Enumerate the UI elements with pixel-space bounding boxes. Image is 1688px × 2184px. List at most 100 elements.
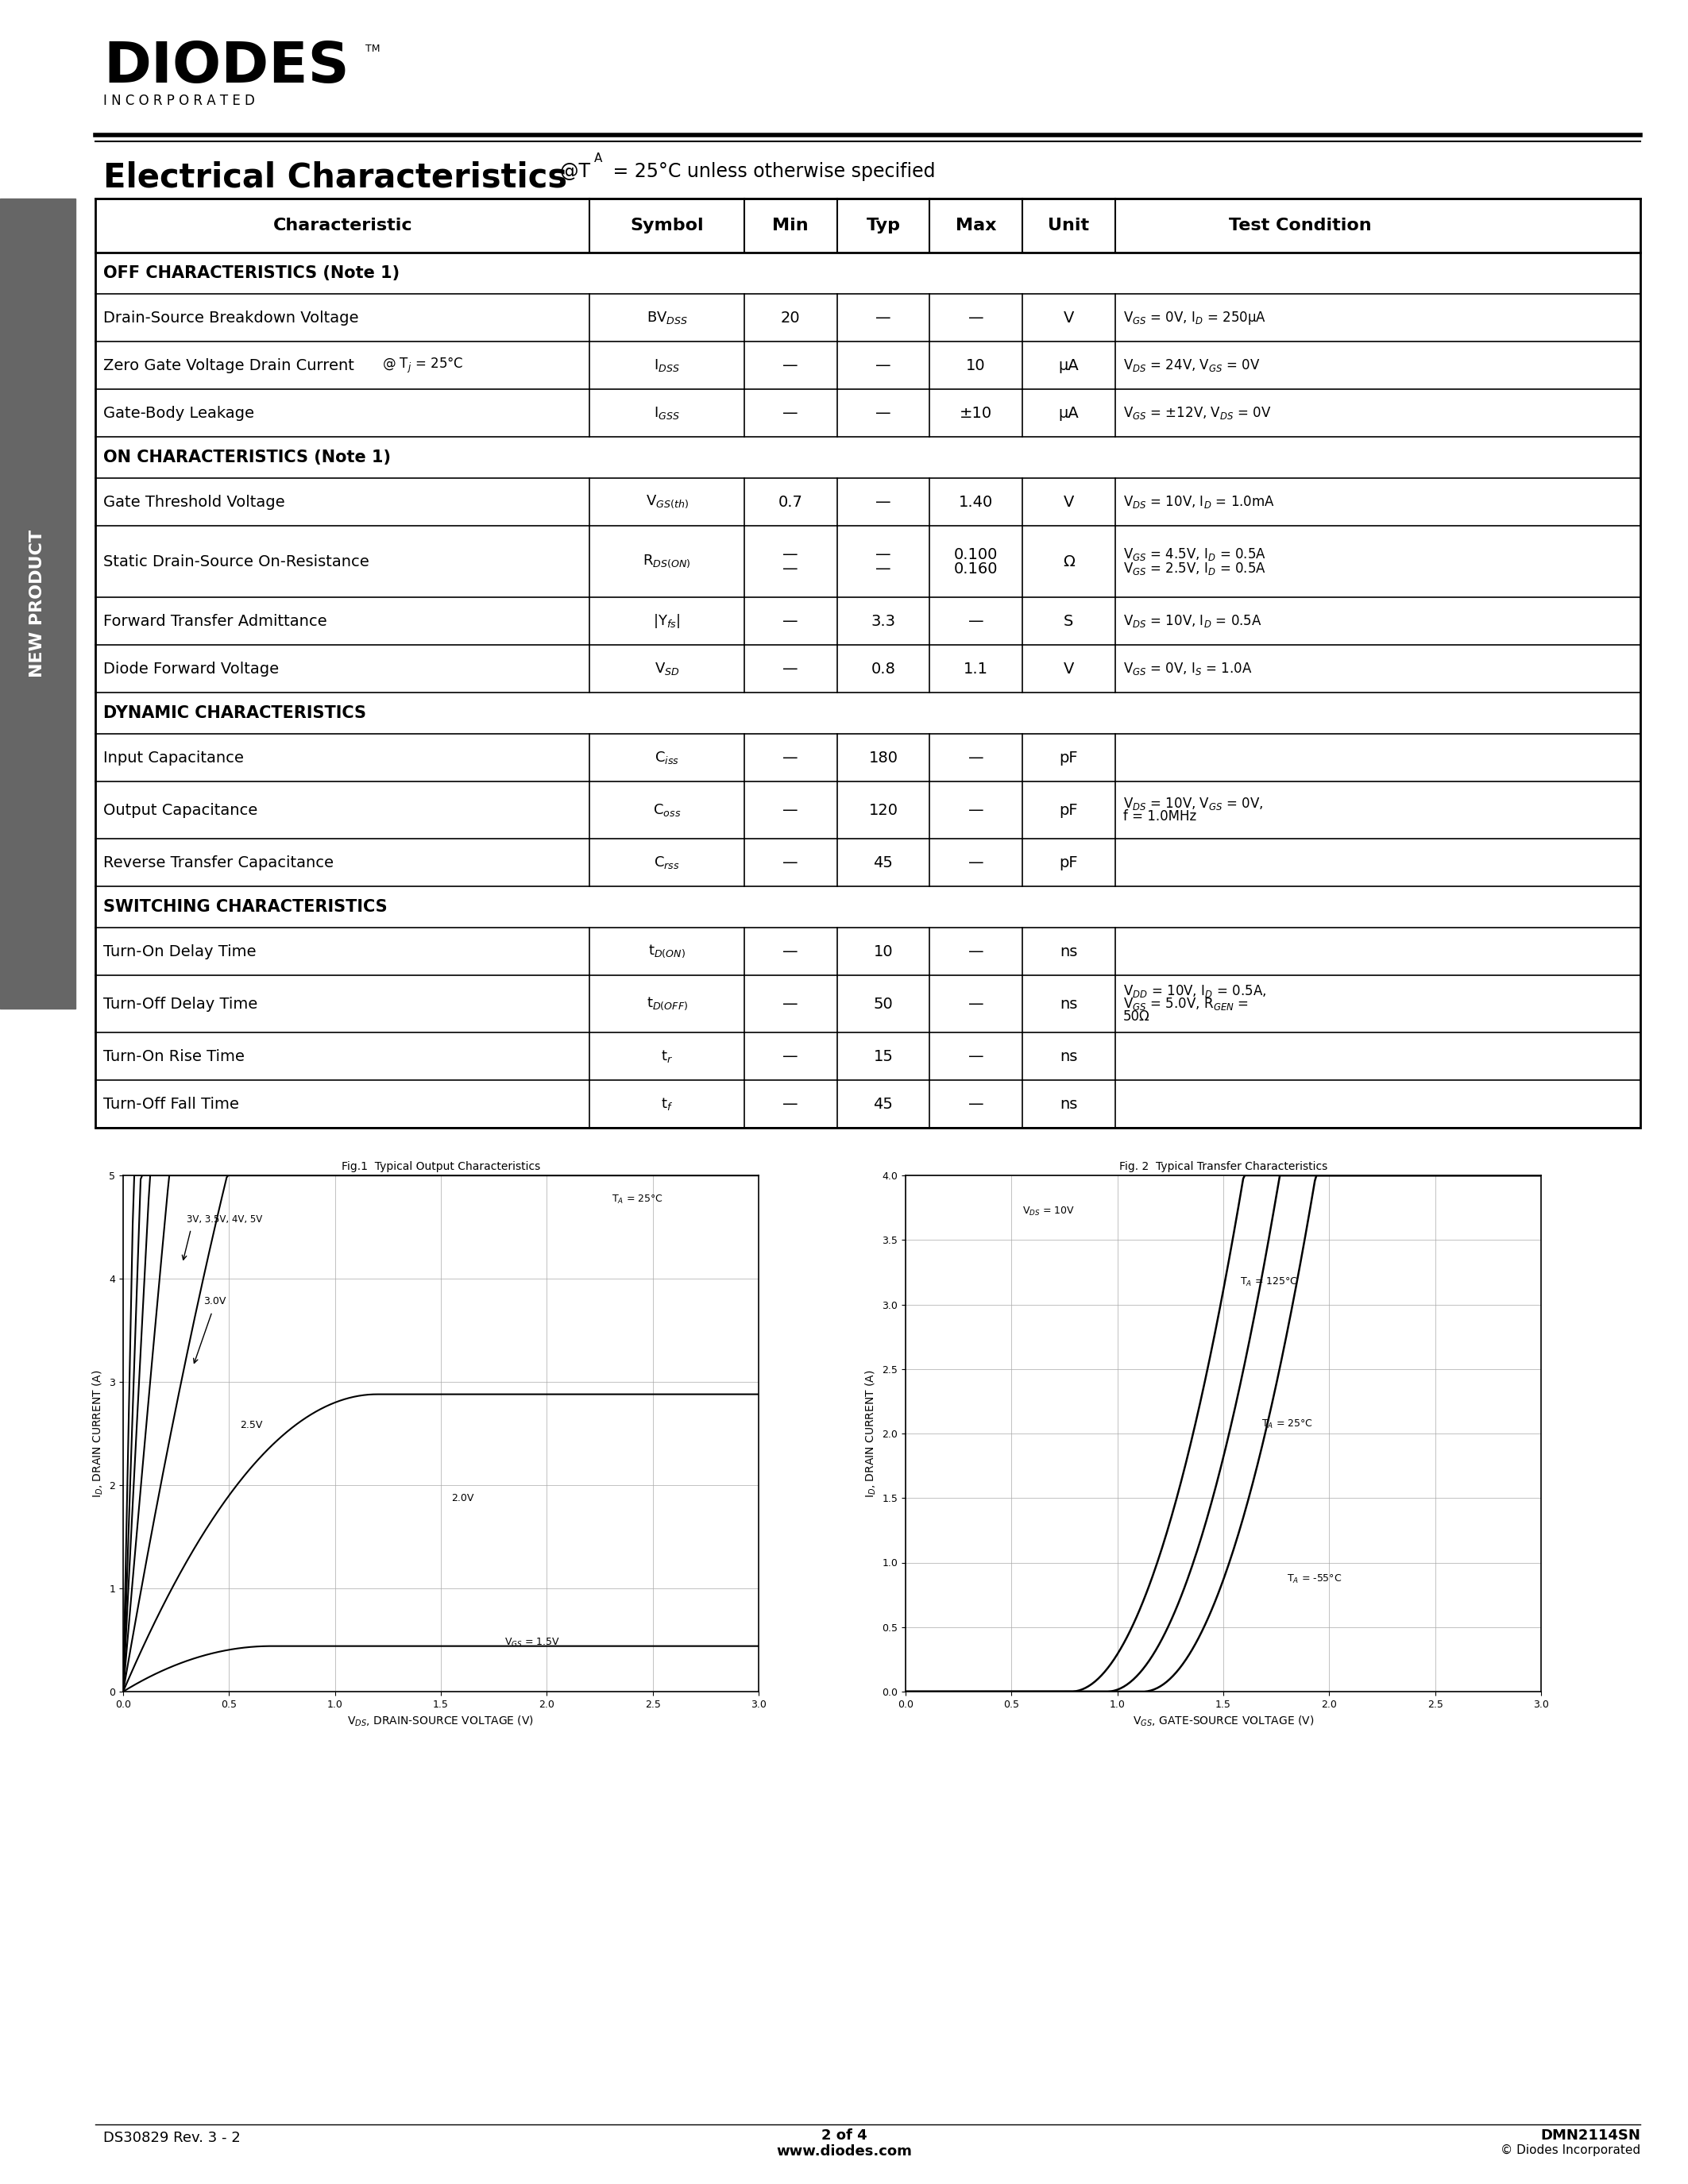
Text: t$_{r}$: t$_{r}$ [662, 1048, 674, 1064]
Text: V$_{GS}$ = 2.5V, I$_{D}$ = 0.5A: V$_{GS}$ = 2.5V, I$_{D}$ = 0.5A [1123, 561, 1266, 577]
Text: —: — [783, 1096, 798, 1112]
Text: —: — [783, 854, 798, 869]
Title: Fig. 2  Typical Transfer Characteristics: Fig. 2 Typical Transfer Characteristics [1119, 1162, 1327, 1173]
Text: V$_{GS}$ = 1.5V: V$_{GS}$ = 1.5V [505, 1636, 560, 1649]
Text: A: A [594, 153, 603, 164]
Text: V$_{DS}$ = 10V, V$_{GS}$ = 0V,: V$_{DS}$ = 10V, V$_{GS}$ = 0V, [1123, 795, 1263, 812]
Text: 50Ω: 50Ω [1123, 1009, 1150, 1024]
Text: ns: ns [1060, 996, 1077, 1011]
Text: Output Capacitance: Output Capacitance [103, 802, 258, 817]
Text: V$_{DS}$ = 24V, V$_{GS}$ = 0V: V$_{DS}$ = 24V, V$_{GS}$ = 0V [1123, 358, 1261, 373]
Text: Turn-On Delay Time: Turn-On Delay Time [103, 943, 257, 959]
Text: Static Drain-Source On-Resistance: Static Drain-Source On-Resistance [103, 555, 370, 570]
Text: V$_{GS(th)}$: V$_{GS(th)}$ [645, 494, 689, 511]
Text: —: — [969, 749, 984, 764]
Text: Turn-On Rise Time: Turn-On Rise Time [103, 1048, 245, 1064]
Text: I$_{GSS}$: I$_{GSS}$ [653, 404, 680, 422]
Text: BV$_{DSS}$: BV$_{DSS}$ [647, 310, 687, 325]
Text: 180: 180 [869, 749, 898, 764]
Text: V$_{GS}$ = 0V, I$_{D}$ = 250μA: V$_{GS}$ = 0V, I$_{D}$ = 250μA [1123, 310, 1266, 325]
Text: —: — [969, 802, 984, 817]
Text: Characteristic: Characteristic [273, 218, 412, 234]
Text: —: — [969, 996, 984, 1011]
Text: —: — [969, 1096, 984, 1112]
Text: —: — [876, 406, 891, 422]
Text: t$_{D(ON)}$: t$_{D(ON)}$ [648, 943, 685, 959]
Text: C$_{oss}$: C$_{oss}$ [653, 802, 680, 819]
Text: DS30829 Rev. 3 - 2: DS30829 Rev. 3 - 2 [103, 2132, 240, 2145]
Text: 2.5V: 2.5V [240, 1420, 262, 1431]
Text: —: — [783, 614, 798, 629]
Text: Turn-Off Fall Time: Turn-Off Fall Time [103, 1096, 240, 1112]
Text: V$_{DD}$ = 10V, I$_{D}$ = 0.5A,: V$_{DD}$ = 10V, I$_{D}$ = 0.5A, [1123, 983, 1266, 998]
Text: TM: TM [365, 44, 380, 55]
Text: T$_A$ = -55°C: T$_A$ = -55°C [1286, 1572, 1342, 1586]
Bar [95, 199, 1641, 1127]
Text: Gate Threshold Voltage: Gate Threshold Voltage [103, 494, 285, 509]
Text: © Diodes Incorporated: © Diodes Incorporated [1501, 2145, 1641, 2156]
Text: I$_{DSS}$: I$_{DSS}$ [653, 358, 680, 373]
Text: I N C O R P O R A T E D: I N C O R P O R A T E D [103, 94, 255, 107]
Text: μA: μA [1058, 406, 1079, 422]
Text: Gate-Body Leakage: Gate-Body Leakage [103, 406, 255, 422]
Text: —: — [783, 546, 798, 561]
Text: —: — [783, 662, 798, 677]
Text: 15: 15 [873, 1048, 893, 1064]
Text: pF: pF [1060, 802, 1079, 817]
Text: 3V, 3.5V, 4V, 5V: 3V, 3.5V, 4V, 5V [187, 1214, 262, 1225]
Text: 3.0V: 3.0V [204, 1297, 226, 1306]
Text: Reverse Transfer Capacitance: Reverse Transfer Capacitance [103, 854, 334, 869]
Text: 120: 120 [869, 802, 898, 817]
Text: T$_A$ = 25°C: T$_A$ = 25°C [611, 1195, 663, 1206]
Text: —: — [783, 561, 798, 577]
Text: DMN2114SN: DMN2114SN [1541, 2129, 1641, 2143]
Text: —: — [783, 996, 798, 1011]
Text: t$_{f}$: t$_{f}$ [662, 1096, 674, 1112]
Text: V$_{GS}$ = 4.5V, I$_{D}$ = 0.5A: V$_{GS}$ = 4.5V, I$_{D}$ = 0.5A [1123, 546, 1266, 561]
Bar [0, 199, 76, 1009]
Text: V$_{GS}$ = 0V, I$_{S}$ = 1.0A: V$_{GS}$ = 0V, I$_{S}$ = 1.0A [1123, 662, 1252, 677]
Text: |Y$_{fs}$|: |Y$_{fs}$| [653, 612, 680, 629]
Text: V$_{GS}$ = ±12V, V$_{DS}$ = 0V: V$_{GS}$ = ±12V, V$_{DS}$ = 0V [1123, 404, 1271, 422]
Text: —: — [969, 1048, 984, 1064]
Text: Max: Max [955, 218, 996, 234]
Text: 50: 50 [873, 996, 893, 1011]
Text: —: — [876, 358, 891, 373]
Text: V: V [1063, 662, 1074, 677]
Y-axis label: I$_D$, DRAIN CURRENT (A): I$_D$, DRAIN CURRENT (A) [864, 1369, 878, 1498]
Text: —: — [969, 943, 984, 959]
Text: ns: ns [1060, 1048, 1077, 1064]
Text: —: — [783, 749, 798, 764]
Y-axis label: I$_D$, DRAIN CURRENT (A): I$_D$, DRAIN CURRENT (A) [91, 1369, 105, 1498]
Text: 0.100: 0.100 [954, 546, 998, 561]
Text: @ T$_{j}$ = 25°C: @ T$_{j}$ = 25°C [381, 356, 464, 376]
Text: ns: ns [1060, 1096, 1077, 1112]
Text: ±10: ±10 [960, 406, 993, 422]
Text: ns: ns [1060, 943, 1077, 959]
Title: Fig.1  Typical Output Characteristics: Fig.1 Typical Output Characteristics [341, 1162, 540, 1173]
Text: 10: 10 [873, 943, 893, 959]
Text: —: — [783, 943, 798, 959]
Text: Diode Forward Voltage: Diode Forward Voltage [103, 662, 279, 677]
Text: t$_{D(OFF)}$: t$_{D(OFF)}$ [647, 996, 687, 1011]
Text: SWITCHING CHARACTERISTICS: SWITCHING CHARACTERISTICS [103, 900, 387, 915]
Text: www.diodes.com: www.diodes.com [776, 2145, 912, 2158]
Text: Min: Min [773, 218, 809, 234]
Text: f = 1.0MHz: f = 1.0MHz [1123, 810, 1197, 823]
Text: 2.0V: 2.0V [451, 1492, 474, 1503]
Text: Typ: Typ [866, 218, 900, 234]
Text: —: — [876, 561, 891, 577]
Text: V: V [1063, 494, 1074, 509]
Text: C$_{iss}$: C$_{iss}$ [655, 749, 679, 767]
Text: —: — [783, 1048, 798, 1064]
Text: = 25°C unless otherwise specified: = 25°C unless otherwise specified [608, 162, 935, 181]
Text: NEW PRODUCT: NEW PRODUCT [29, 531, 46, 677]
Text: Symbol: Symbol [630, 218, 704, 234]
Text: Test Condition: Test Condition [1229, 218, 1372, 234]
Text: —: — [876, 310, 891, 325]
Text: μA: μA [1058, 358, 1079, 373]
Text: 20: 20 [782, 310, 800, 325]
Text: T$_A$ = 125°C: T$_A$ = 125°C [1241, 1275, 1298, 1289]
Text: V$_{SD}$: V$_{SD}$ [655, 662, 680, 677]
Text: V$_{DS}$ = 10V, I$_{D}$ = 0.5A: V$_{DS}$ = 10V, I$_{D}$ = 0.5A [1123, 614, 1261, 629]
